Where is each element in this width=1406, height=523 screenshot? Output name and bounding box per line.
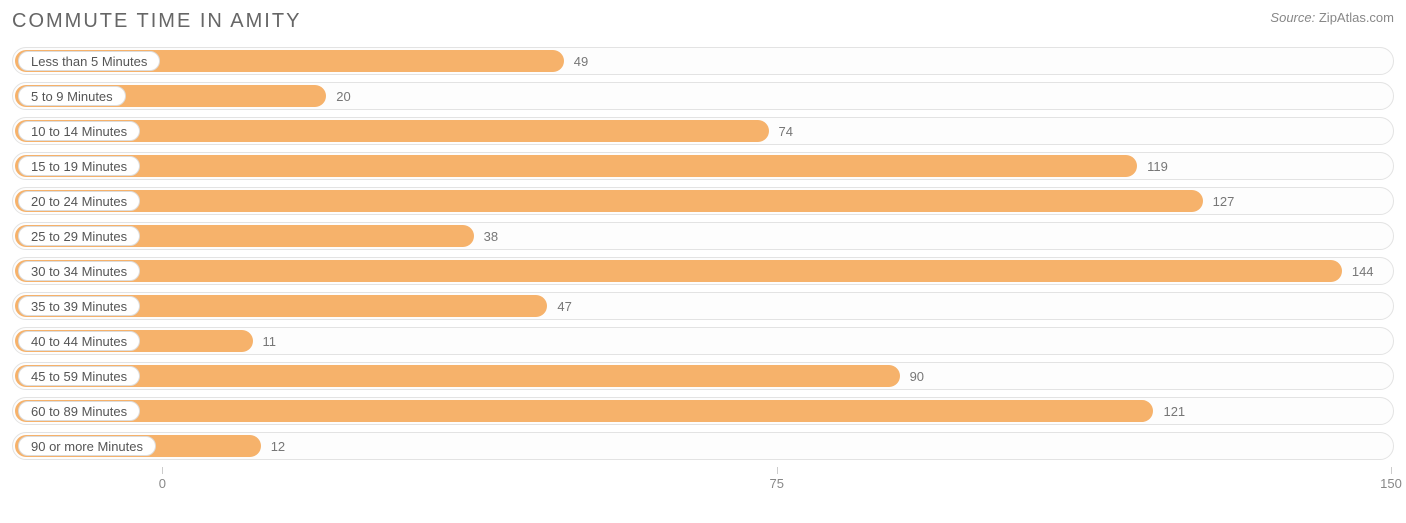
bar-row: 25 to 29 Minutes 38	[12, 222, 1394, 250]
axis-tick	[162, 467, 163, 474]
bar-value: 90	[910, 362, 924, 390]
axis-tick	[777, 467, 778, 474]
category-pill: 45 to 59 Minutes	[18, 366, 140, 386]
category-pill: Less than 5 Minutes	[18, 51, 160, 71]
bar-fill	[15, 365, 900, 387]
bar-value: 38	[484, 222, 498, 250]
commute-time-bar-chart: Less than 5 Minutes 49 5 to 9 Minutes 20 10 …	[12, 47, 1394, 495]
bar-value: 74	[779, 117, 793, 145]
bar-row: 90 or more Minutes 12	[12, 432, 1394, 460]
bar-row: 10 to 14 Minutes 74	[12, 117, 1394, 145]
bar-row: 30 to 34 Minutes 144	[12, 257, 1394, 285]
bar-value: 49	[574, 47, 588, 75]
bar-fill	[15, 155, 1137, 177]
header: COMMUTE TIME IN AMITY Source: ZipAtlas.c…	[12, 10, 1394, 33]
source-label: Source:	[1270, 10, 1315, 25]
category-pill: 40 to 44 Minutes	[18, 331, 140, 351]
category-pill: 10 to 14 Minutes	[18, 121, 140, 141]
bar-value: 12	[271, 432, 285, 460]
bar-row: 35 to 39 Minutes 47	[12, 292, 1394, 320]
category-pill: 5 to 9 Minutes	[18, 86, 126, 106]
bar-value: 127	[1213, 187, 1235, 215]
bar-fill	[15, 260, 1342, 282]
axis-tick-label: 75	[769, 476, 783, 491]
source-value: ZipAtlas.com	[1319, 10, 1394, 25]
category-pill: 20 to 24 Minutes	[18, 191, 140, 211]
bar-row: 20 to 24 Minutes 127	[12, 187, 1394, 215]
category-pill: 25 to 29 Minutes	[18, 226, 140, 246]
axis-tick	[1391, 467, 1392, 474]
source: Source: ZipAtlas.com	[1270, 10, 1394, 25]
bar-fill	[15, 400, 1153, 422]
category-pill: 30 to 34 Minutes	[18, 261, 140, 281]
axis-tick-label: 150	[1380, 476, 1402, 491]
bar-row: 45 to 59 Minutes 90	[12, 362, 1394, 390]
category-pill: 15 to 19 Minutes	[18, 156, 140, 176]
bar-row: Less than 5 Minutes 49	[12, 47, 1394, 75]
category-pill: 90 or more Minutes	[18, 436, 156, 456]
bar-value: 47	[557, 292, 571, 320]
chart-title: COMMUTE TIME IN AMITY	[12, 10, 301, 33]
bar-value: 144	[1352, 257, 1374, 285]
bar-row: 40 to 44 Minutes 11	[12, 327, 1394, 355]
bar-row: 5 to 9 Minutes 20	[12, 82, 1394, 110]
bar-row: 15 to 19 Minutes 119	[12, 152, 1394, 180]
x-axis: 075150	[12, 467, 1394, 495]
category-pill: 60 to 89 Minutes	[18, 401, 140, 421]
axis-tick-label: 0	[159, 476, 166, 491]
bar-value: 119	[1147, 152, 1168, 180]
bar-value: 11	[263, 327, 277, 355]
bar-value: 121	[1163, 397, 1185, 425]
bar-row: 60 to 89 Minutes 121	[12, 397, 1394, 425]
category-pill: 35 to 39 Minutes	[18, 296, 140, 316]
bar-fill	[15, 190, 1203, 212]
bar-value: 20	[336, 82, 350, 110]
